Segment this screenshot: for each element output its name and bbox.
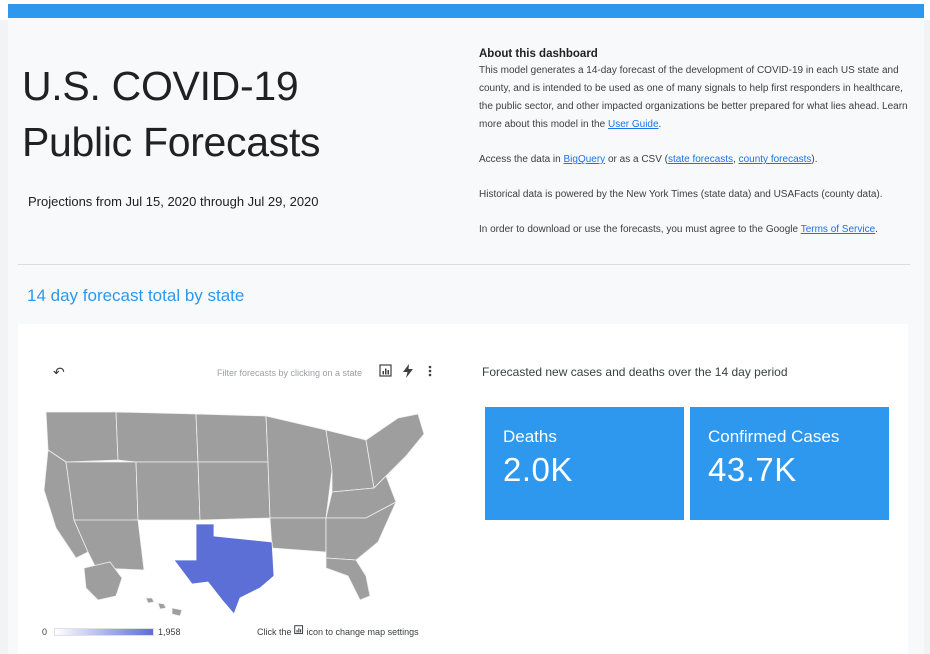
bolt-icon[interactable] xyxy=(400,364,416,380)
county-forecasts-link[interactable]: county forecasts xyxy=(738,154,812,165)
state-region-florida xyxy=(325,557,371,601)
cases-value: 43.7K xyxy=(708,451,797,488)
punct: . xyxy=(875,224,878,235)
state-region-northwest xyxy=(45,411,119,463)
state-texas-highlighted xyxy=(173,523,275,615)
about-heading: About this dashboard xyxy=(479,48,598,60)
about-paragraph-1: This model generates a 14-day forecast o… xyxy=(479,62,919,134)
map-settings-note: Click the icon to change map settings xyxy=(257,625,419,637)
user-guide-link[interactable]: User Guide xyxy=(607,119,659,130)
confirmed-cases-scorecard: Confirmed Cases 43.7K xyxy=(690,407,889,520)
bigquery-link[interactable]: BigQuery xyxy=(563,154,606,165)
title-line-1: U.S. COVID-19 xyxy=(22,63,299,109)
deaths-label: Deaths xyxy=(503,427,557,446)
state-region-southeast xyxy=(325,501,397,561)
projection-range: Projections from Jul 15, 2020 through Ju… xyxy=(28,194,319,209)
filter-hint: Filter forecasts by clicking on a state xyxy=(217,368,363,378)
punct: . xyxy=(658,119,662,130)
state-region-dakotas xyxy=(195,413,269,463)
state-region-midwest xyxy=(265,415,333,519)
state-region-south-central xyxy=(269,517,327,553)
us-state-map[interactable] xyxy=(26,400,436,620)
more-vert-icon[interactable] xyxy=(422,364,438,380)
about-text: Access the data in xyxy=(479,154,564,165)
state-region-southwest xyxy=(73,519,145,571)
terms-of-service-link[interactable]: Terms of Service xyxy=(800,224,876,235)
divider xyxy=(18,264,910,265)
about-paragraph-2: Access the data in BigQuery or as a CSV … xyxy=(479,151,919,169)
state-region-colorado xyxy=(135,461,201,521)
note-text: icon to change map settings xyxy=(304,627,419,637)
page-title: U.S. COVID-19 Public Forecasts xyxy=(22,58,321,170)
punct: , xyxy=(733,154,739,165)
bolt-svg xyxy=(403,364,413,378)
state-region-hawaii xyxy=(145,597,183,617)
punct: ). xyxy=(811,154,818,165)
chart-settings-icon xyxy=(294,625,304,637)
top-accent-bar xyxy=(8,4,924,18)
cases-label: Confirmed Cases xyxy=(708,427,840,446)
about-paragraph-3: Historical data is powered by the New Yo… xyxy=(479,189,883,200)
state-region-plains xyxy=(197,461,271,521)
note-text: Click the xyxy=(257,627,295,637)
about-paragraph-4: In order to download or use the forecast… xyxy=(479,221,919,239)
legend-max: 1,958 xyxy=(158,627,181,637)
about-text: This model generates a 14-day forecast o… xyxy=(479,65,908,130)
about-text: or as a CSV ( xyxy=(605,154,668,165)
chart-settings-svg xyxy=(379,364,392,377)
about-text: In order to download or use the forecast… xyxy=(479,224,801,235)
chart-settings-icon[interactable] xyxy=(378,364,394,380)
about-panel: About this dashboard This model generate… xyxy=(479,46,919,256)
deaths-scorecard: Deaths 2.0K xyxy=(485,407,684,520)
state-region-mountain xyxy=(115,411,199,463)
state-forecasts-link[interactable]: state forecasts xyxy=(668,154,734,165)
state-region-northeast xyxy=(365,413,425,489)
legend-min: 0 xyxy=(42,627,48,637)
deaths-value: 2.0K xyxy=(503,451,573,488)
state-region-nevada-utah xyxy=(65,461,139,523)
kpi-caption: Forecasted new cases and deaths over the… xyxy=(482,365,788,379)
section-title: 14 day forecast total by state xyxy=(27,286,245,305)
top-bar xyxy=(0,0,930,20)
undo-icon[interactable]: ↶ xyxy=(53,364,65,380)
legend-gradient-bar xyxy=(54,628,154,636)
state-region-alaska xyxy=(83,561,123,601)
more-vert-svg xyxy=(428,365,432,377)
title-line-2: Public Forecasts xyxy=(22,119,321,165)
